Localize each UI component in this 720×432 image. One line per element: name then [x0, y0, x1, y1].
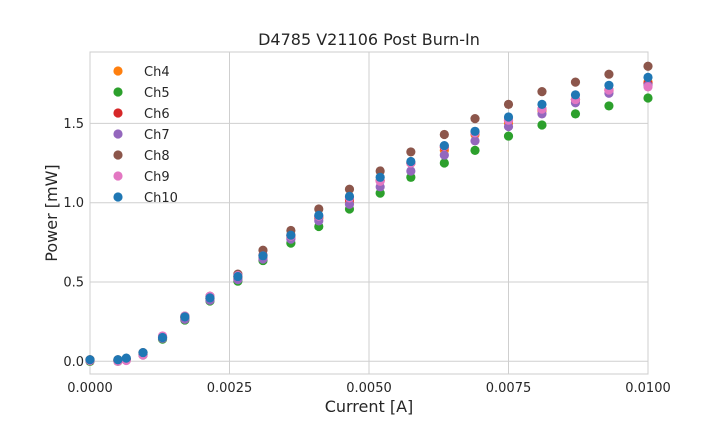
data-point [113, 355, 123, 365]
data-point [375, 188, 385, 198]
legend-marker [113, 150, 123, 160]
data-point [258, 251, 268, 261]
y-tick-label: 0.0 [63, 355, 84, 370]
data-point [537, 99, 547, 109]
y-axis-ticks: 0.0 0.5 1.0 1.5 [63, 117, 84, 370]
data-point [570, 109, 581, 119]
data-point [344, 191, 355, 201]
data-point [85, 355, 95, 365]
legend-marker [113, 87, 123, 97]
data-point [643, 82, 653, 92]
data-point [643, 93, 653, 103]
data-point [344, 199, 355, 209]
data-points [85, 61, 653, 366]
x-tick-label: 0.0025 [207, 381, 253, 396]
data-point [406, 156, 416, 167]
legend-marker [113, 192, 123, 202]
data-point [439, 129, 449, 140]
data-point [439, 158, 449, 168]
legend-marker [113, 108, 123, 118]
data-point [470, 145, 480, 155]
x-tick-label: 0.0100 [625, 381, 671, 396]
data-point [314, 204, 324, 214]
data-point [604, 69, 614, 79]
data-point [439, 140, 449, 151]
legend-marker [113, 171, 123, 181]
legend-label: Ch7 [144, 128, 170, 143]
y-tick-label: 0.5 [63, 276, 84, 291]
legend-marker [113, 66, 123, 76]
data-point [503, 112, 514, 122]
data-point [314, 210, 324, 220]
y-tick-label: 1.0 [63, 196, 84, 211]
legend-label: Ch4 [144, 65, 170, 80]
data-point [503, 131, 514, 141]
data-point [375, 172, 385, 182]
legend-label: Ch5 [144, 86, 170, 101]
data-point [180, 312, 190, 322]
data-point [406, 147, 416, 157]
data-point [439, 150, 449, 160]
data-point [570, 77, 581, 87]
data-point [503, 99, 514, 109]
data-point [537, 87, 547, 97]
legend-marker [113, 129, 123, 139]
legend: Ch4 Ch5 Ch6 Ch7 Ch8 Ch9 Ch10 [113, 65, 178, 206]
x-tick-label: 0.0075 [486, 381, 532, 396]
data-point [121, 353, 131, 363]
data-point [406, 166, 416, 176]
data-point [233, 271, 243, 282]
x-axis-title: Current [A] [325, 397, 414, 416]
y-axis-title: Power [mW] [42, 164, 61, 261]
legend-label: Ch9 [144, 170, 170, 185]
x-tick-label: 0.0000 [67, 381, 113, 396]
data-point [604, 80, 614, 90]
series-ch10 [85, 72, 653, 365]
data-point [470, 136, 480, 146]
data-point [503, 121, 514, 132]
data-point [286, 230, 296, 240]
data-point [344, 184, 355, 194]
x-tick-label: 0.0050 [346, 381, 392, 396]
data-point [205, 293, 215, 303]
data-point [470, 114, 480, 124]
data-point [406, 172, 416, 182]
data-point [138, 347, 148, 358]
data-point [604, 101, 614, 111]
legend-label: Ch6 [144, 107, 170, 122]
data-point [537, 120, 547, 130]
grid-lines [89, 52, 649, 374]
data-point [643, 72, 653, 82]
data-point [375, 166, 385, 176]
legend-label: Ch8 [144, 149, 170, 164]
chart-title: D4785 V21106 Post Burn-In [258, 30, 480, 49]
data-point [570, 90, 581, 100]
data-point [157, 332, 168, 343]
data-point [643, 61, 653, 71]
data-point [470, 126, 480, 136]
legend-label: Ch10 [144, 191, 178, 206]
x-axis-ticks: 0.0000 0.0025 0.0050 0.0075 0.0100 [67, 381, 671, 396]
y-tick-label: 1.5 [63, 117, 84, 132]
